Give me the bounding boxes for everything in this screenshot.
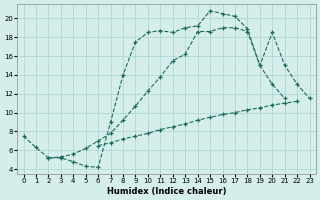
X-axis label: Humidex (Indice chaleur): Humidex (Indice chaleur) bbox=[107, 187, 226, 196]
